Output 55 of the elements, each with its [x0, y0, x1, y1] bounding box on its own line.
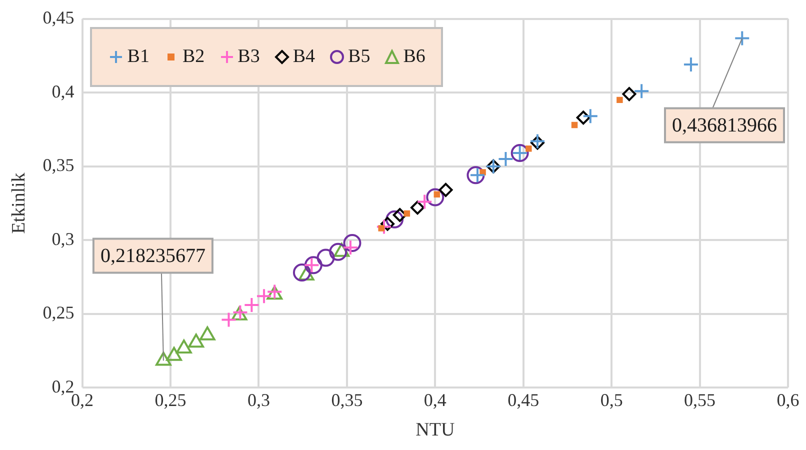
point [622, 87, 636, 102]
point [378, 225, 384, 232]
point [329, 242, 348, 261]
point [166, 346, 182, 361]
x-tick-label: 0,3 [247, 390, 270, 410]
annotation: 0,218235677 [100, 244, 206, 267]
y-tick-label: 0,3 [52, 228, 74, 249]
y-tick-label: 0,25 [42, 302, 74, 323]
point [571, 122, 578, 128]
point [498, 150, 514, 167]
x-tick-label: 0,45 [508, 390, 540, 410]
point [734, 30, 750, 46]
point [156, 352, 172, 366]
point [386, 210, 404, 228]
point [682, 56, 699, 73]
point [342, 239, 358, 256]
x-tick-label: 0,55 [684, 390, 716, 410]
point [188, 334, 204, 348]
legend-label: B5 [348, 46, 370, 68]
point [634, 83, 650, 100]
point [343, 234, 362, 252]
point [480, 169, 486, 176]
point [416, 194, 433, 210]
point [292, 264, 311, 282]
y-tick-label: 0,45 [42, 8, 74, 28]
y-tick-label: 0,4 [52, 81, 74, 102]
x-tick-label: 0,35 [331, 390, 363, 410]
y-tick-label: 0,35 [42, 155, 74, 176]
x-tick-label: 0,25 [154, 390, 186, 410]
point [426, 188, 444, 206]
annotation: 0,436813966 [672, 114, 777, 136]
point [410, 200, 425, 215]
x-tick-label: 0,6 [776, 390, 800, 410]
legend-label: B6 [403, 46, 426, 68]
point [176, 340, 192, 354]
point [616, 96, 623, 104]
point [199, 326, 216, 340]
point [438, 182, 453, 197]
point [526, 145, 532, 152]
point [244, 296, 260, 313]
legend-label: B4 [292, 46, 316, 68]
legend-label: B2 [182, 46, 205, 68]
x-tick-label: 0,5 [600, 390, 623, 410]
point [220, 312, 237, 328]
point [576, 110, 590, 125]
y-axis-title: Etkinlik [8, 172, 30, 234]
legend-label: B1 [127, 46, 150, 68]
point [582, 108, 598, 124]
point [256, 288, 272, 304]
point [316, 248, 335, 267]
x-axis-title: NTU [416, 420, 455, 441]
point [404, 210, 410, 217]
point [376, 218, 392, 235]
legend-label: B3 [238, 46, 260, 68]
x-tick-label: 0,4 [424, 390, 446, 410]
